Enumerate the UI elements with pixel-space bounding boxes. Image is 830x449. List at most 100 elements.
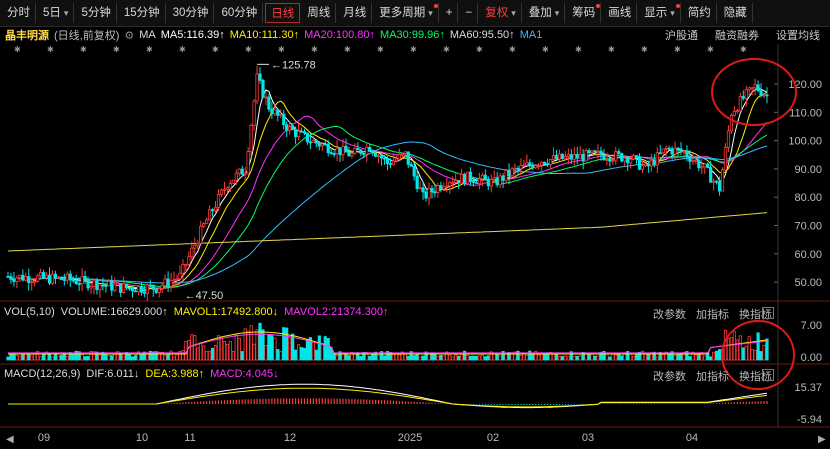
volume-bar [347,355,351,361]
toolbar-item-4[interactable]: 30分钟 [168,3,215,23]
toolbar-item-17[interactable]: 简约 [683,3,717,23]
volume-bar [122,355,126,361]
candle-body [637,156,642,170]
toolbar-item-18[interactable]: 隐藏 [719,3,753,23]
candle-body [166,278,170,287]
volume-bar [199,342,203,361]
volume-bar [712,351,716,361]
candle-body [332,153,336,156]
volume-bar [566,356,570,361]
toolbar-item-12[interactable]: 复权 [480,3,522,23]
toolbar-item-6[interactable]: 日线 [265,3,301,23]
toolbar-item-1[interactable]: 5日 [38,3,75,23]
volume-bar [136,351,141,361]
event-marker-icon: ✱ [113,45,120,54]
candle-body [80,275,84,285]
volume-bar [480,354,484,361]
toolbar-item-9[interactable]: 更多周期 [374,3,439,23]
volume-bar [44,351,49,361]
volume-bar [249,325,253,361]
toolbar-item-14[interactable]: 筹码 [567,3,602,23]
volume-bar [528,350,532,361]
volume-bar [534,350,538,361]
volume-bar [202,345,206,361]
macd-add-indicator-button[interactable]: 加指标 [696,371,729,383]
settings-icon[interactable]: ⚙ [124,29,135,42]
volume-bar [599,351,603,361]
volume-bar [326,338,330,361]
candle-body [353,147,357,154]
toolbar: 分时5日5分钟15分钟30分钟60分钟日线周线月线更多周期+−复权叠加筹码画线显… [0,0,830,27]
toolbar-item-15[interactable]: 画线 [603,3,638,23]
volume-bar [205,351,209,361]
candle-body [581,154,585,162]
volume-bar [468,355,473,361]
toolbar-item-3[interactable]: 15分钟 [119,3,166,23]
candle-body [237,168,241,174]
candle-body [338,147,342,156]
volume-bar [151,351,155,361]
volume-bar [27,353,31,361]
toolbar-item-11[interactable]: − [460,3,479,23]
candle-body [222,188,227,191]
candle-body [534,165,538,169]
candle-body [202,223,206,227]
candle-body [95,280,99,290]
candle-body [673,147,677,155]
toolbar-item-13[interactable]: 叠加 [524,3,566,23]
candle-body [379,155,384,159]
toolbar-item-10[interactable]: + [441,3,459,23]
candle-body [732,111,736,116]
ma-settings-link[interactable]: 设置均线 [776,30,820,42]
candle-body [457,179,461,184]
volume-bar [145,353,149,361]
toolbar-item-16[interactable]: 显示 [639,3,681,23]
volume-bar [234,334,238,361]
macd-params-button[interactable]: 改参数 [653,371,686,383]
candle-body [738,96,742,111]
event-marker-icon: ✱ [707,45,714,54]
volume-bar [148,350,152,361]
candle-body [563,156,567,160]
vol-params-button[interactable]: 改参数 [653,309,686,321]
volume-bar [442,355,446,361]
candle-body [41,272,46,279]
volume-bar [62,352,66,361]
volume-bar [338,351,342,361]
volume-bar [682,351,686,361]
candle-body [210,209,215,212]
candle-body [584,150,588,162]
vol-add-indicator-button[interactable]: 加指标 [696,309,729,321]
event-marker-icon: ✱ [212,45,219,54]
volume-bar [196,347,200,361]
volume-bar [439,354,443,361]
volume-bar [584,352,588,361]
candle-body [756,84,760,92]
volume-bar [457,355,461,361]
toolbar-item-0[interactable]: 分时 [2,3,36,23]
candle-body [296,130,301,137]
toolbar-item-8[interactable]: 月线 [338,3,373,23]
volume-bar [56,355,61,361]
vol-close-icon[interactable]: × [762,307,774,319]
candle-body [480,174,484,180]
toolbar-item-2[interactable]: 5分钟 [76,3,117,23]
high-annotation: ←125.78 [271,59,316,71]
volume-bar [208,350,212,361]
candle-body [124,283,129,289]
candle-body [243,172,247,175]
candle-body [397,154,401,160]
dea-value: DEA:3.988↑ [145,368,205,380]
toolbar-item-7[interactable]: 周线 [302,3,337,23]
volume-bar [709,356,713,361]
hk-connect-link[interactable]: 沪股通 [665,30,698,42]
event-marker-icon: ✱ [146,45,153,54]
volume-bar [359,355,363,361]
candle-body [71,279,75,282]
macd-close-icon[interactable]: × [762,369,774,381]
margin-link[interactable]: 融资融券 [715,30,759,42]
vol-panel-buttons: 改参数 加指标 换指标 [653,306,772,322]
toolbar-item-5[interactable]: 60分钟 [216,3,264,23]
vol-label-row: VOL(5,10) VOLUME:16629.000↑ MAVOL1:17492… [4,306,395,318]
volume-bar [433,353,437,361]
